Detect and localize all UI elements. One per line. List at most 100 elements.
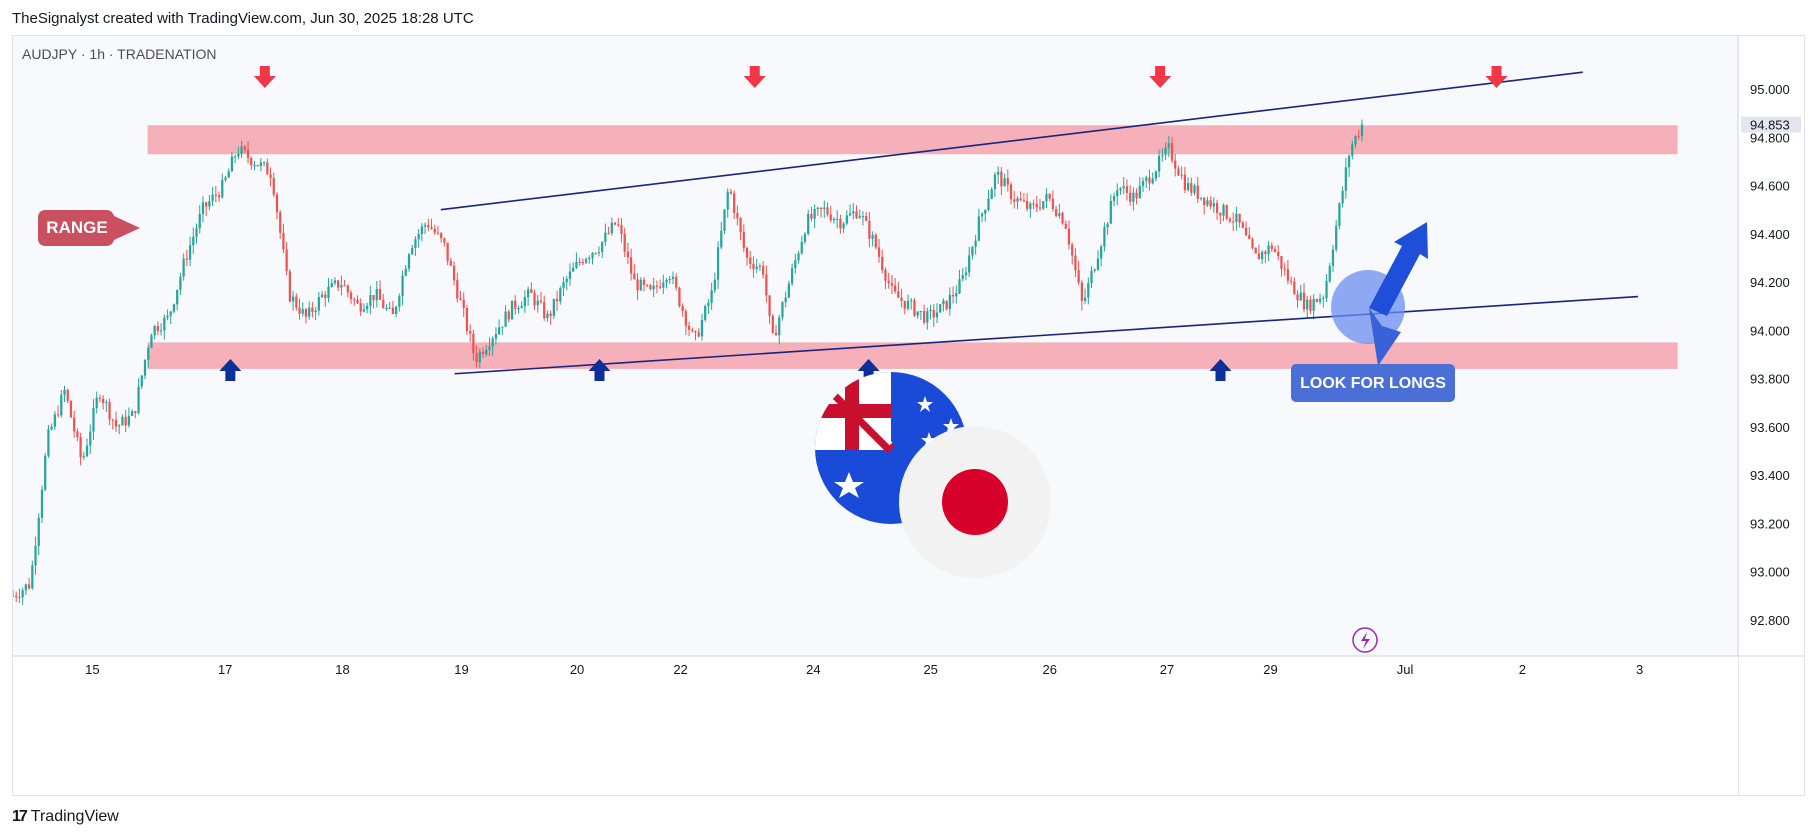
candle [536, 294, 539, 313]
candle [195, 223, 198, 244]
candle [968, 246, 971, 277]
candle [733, 190, 736, 220]
candle [894, 278, 897, 294]
candle [691, 327, 694, 333]
candle [951, 286, 955, 304]
candle [95, 391, 98, 414]
candle [1203, 197, 1206, 215]
candle [1170, 136, 1174, 164]
candle [1093, 268, 1096, 273]
candle [942, 298, 945, 312]
chart-caption: TheSignalyst created with TradingView.co… [12, 10, 474, 27]
candle [929, 304, 932, 320]
candle [874, 232, 877, 250]
candle [884, 267, 887, 290]
buy-arrow-icon [1209, 359, 1232, 381]
x-tick-label: 22 [673, 662, 687, 677]
japan-flag-icon [899, 426, 1051, 578]
candle [987, 189, 990, 212]
lower-trendline[interactable] [454, 295, 1639, 375]
candle [601, 241, 604, 258]
y-tick-label: 93.600 [1750, 420, 1790, 435]
candle [1299, 284, 1302, 302]
candle [1248, 227, 1251, 240]
candle [89, 424, 92, 454]
candle [813, 204, 816, 229]
candle [301, 302, 304, 317]
candle [205, 201, 208, 216]
range-label: RANGE [38, 210, 140, 246]
candle [790, 263, 794, 286]
sell-arrow-icon [1149, 66, 1172, 88]
candle [636, 273, 639, 300]
callout-pointer [1369, 308, 1401, 366]
candle [1267, 241, 1270, 262]
candle [607, 226, 610, 235]
tradingview-brand: TradingView [30, 808, 119, 825]
y-tick-label: 93.800 [1750, 372, 1790, 387]
candle [530, 282, 533, 294]
candle [906, 294, 910, 311]
candle [613, 222, 617, 226]
candle [153, 325, 156, 340]
candle [462, 292, 465, 317]
candle [253, 161, 256, 171]
candle [1277, 244, 1280, 261]
candle [652, 277, 655, 297]
candle [1158, 149, 1161, 178]
candle [449, 257, 452, 266]
candle [37, 513, 40, 556]
chart-frame[interactable]: RANGE LOOK FOR LONGS 92.800 93.000 93.200 93… [12, 35, 1805, 796]
time-axis[interactable] [13, 657, 1738, 795]
candle [1080, 280, 1083, 311]
candle [121, 414, 124, 426]
candle [353, 297, 356, 306]
candle [440, 232, 443, 243]
candle [279, 210, 282, 239]
candle [24, 583, 28, 596]
upper-trendline[interactable] [440, 71, 1583, 211]
candle [1129, 185, 1132, 206]
candle [176, 289, 179, 311]
candle [1232, 212, 1235, 232]
candle [346, 284, 349, 298]
look-for-longs-box [1291, 364, 1455, 402]
candle [842, 222, 845, 234]
candle [752, 256, 755, 278]
candle [27, 577, 31, 590]
candle [259, 158, 263, 172]
tradingview-logo[interactable]: 17 TradingView [12, 808, 119, 826]
candle [15, 591, 18, 603]
tradingview-logo-icon: 17 [12, 808, 28, 825]
candle [304, 307, 308, 324]
candle [262, 161, 266, 167]
x-tick-label: Jul [1397, 662, 1414, 677]
candle [1190, 177, 1193, 196]
candle [578, 257, 581, 266]
events-icon[interactable] [1352, 627, 1378, 653]
candle [230, 151, 234, 172]
price-axis[interactable] [1739, 36, 1804, 795]
candle [974, 235, 977, 255]
candle [1148, 169, 1151, 191]
y-tick-label: 92.800 [1750, 613, 1790, 628]
candle [507, 309, 510, 323]
x-tick-label: 17 [218, 662, 232, 677]
candle [114, 411, 118, 433]
candle [227, 168, 230, 178]
candle [13, 590, 15, 597]
price-chart[interactable]: RANGE LOOK FOR LONGS 92.800 93.000 93.200 93… [13, 36, 1804, 795]
candle [1061, 211, 1064, 225]
candle [687, 321, 691, 337]
candle [546, 310, 549, 322]
candle [163, 314, 166, 340]
candle [1067, 220, 1071, 250]
candle [333, 277, 337, 286]
candle [897, 281, 900, 299]
candle [179, 272, 182, 296]
candle [285, 241, 288, 276]
candle [1141, 177, 1145, 193]
candle [414, 236, 417, 256]
candle [1096, 250, 1100, 271]
candle [749, 250, 752, 270]
